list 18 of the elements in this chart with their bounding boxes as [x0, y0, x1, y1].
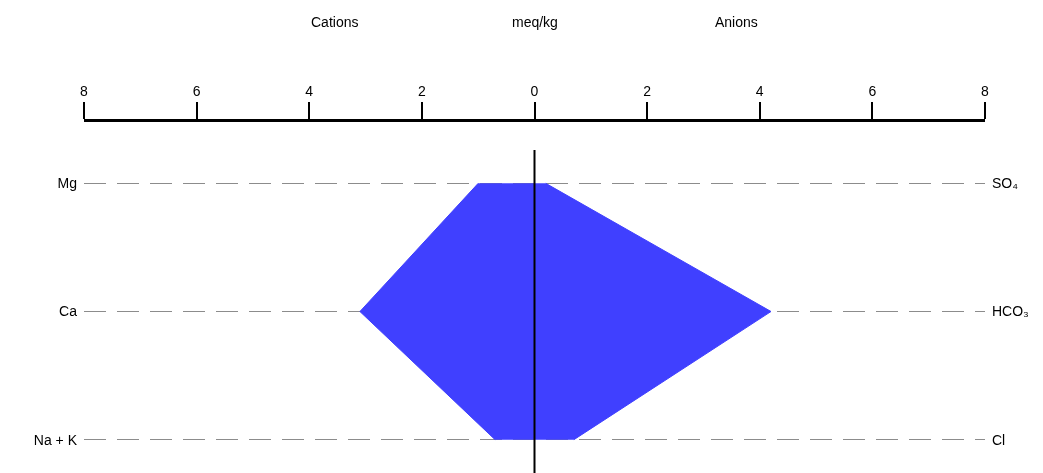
- x-tick-label: 6: [868, 83, 877, 100]
- x-tick-label: 6: [192, 83, 201, 100]
- y-tick-label: Mg: [57, 175, 77, 192]
- x-axis-title: meq/kg: [512, 14, 558, 30]
- x-tick-label: 2: [417, 83, 426, 100]
- y2-tick-label: HCO₃: [992, 303, 1029, 320]
- x-tick-label: 8: [981, 83, 990, 100]
- x-tick-label: 2: [643, 83, 652, 100]
- y2-tick-label: SO₄: [992, 175, 1019, 192]
- y-tick-label: Ca: [59, 303, 78, 320]
- y-tick-label: Na + K: [33, 431, 78, 448]
- x-tick-label: 0: [530, 83, 539, 100]
- x-tick-label: 8: [80, 83, 89, 100]
- text: Cations: [311, 14, 359, 30]
- x-tick-label: 4: [755, 83, 764, 100]
- y2-tick-label: Cl: [992, 431, 1006, 448]
- x-tick-label: 4: [305, 83, 314, 100]
- text: Anions: [715, 14, 758, 30]
